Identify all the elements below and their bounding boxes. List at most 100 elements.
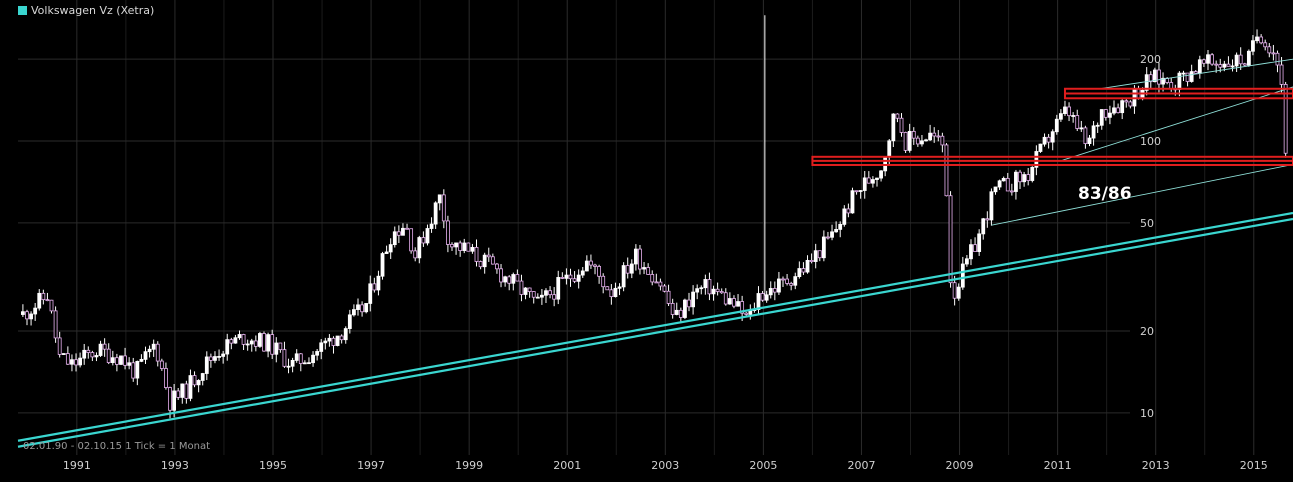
candle-body — [253, 340, 258, 347]
candle-body — [151, 343, 156, 350]
candle-body — [380, 253, 385, 277]
candle-body — [907, 130, 912, 151]
candle-body — [772, 288, 777, 293]
support-line-upper — [17, 211, 1293, 442]
candle-body — [86, 349, 91, 353]
candle-body — [805, 259, 810, 273]
candle-body — [184, 383, 189, 399]
candle-body — [1230, 65, 1235, 68]
candle-body — [462, 242, 467, 251]
candle-body — [781, 278, 785, 281]
candle-body — [482, 254, 487, 268]
candle-body — [1022, 174, 1027, 183]
candle-body — [61, 353, 66, 355]
candle-body — [666, 290, 671, 304]
candle-body — [1083, 127, 1088, 144]
candle-body — [1063, 106, 1067, 115]
candle-body — [364, 303, 369, 313]
candle-body — [1054, 118, 1059, 133]
candle-body — [593, 264, 597, 267]
legend: Volkswagen Vz (Xetra) — [18, 4, 154, 17]
candle-body — [421, 237, 426, 244]
candle-body — [821, 236, 826, 259]
candle-body — [274, 342, 279, 355]
candle-body — [589, 260, 593, 266]
plot-background — [18, 0, 1293, 455]
candle-body — [1124, 100, 1129, 103]
candle-body — [866, 177, 871, 184]
candle-body — [744, 312, 749, 315]
candle-body — [143, 351, 148, 360]
candles — [21, 15, 1288, 419]
candle-body — [1095, 124, 1100, 127]
candle-body — [1071, 115, 1076, 117]
candle-body — [123, 355, 127, 366]
candle-body — [270, 334, 275, 355]
candle-body — [539, 294, 544, 298]
candle-body — [756, 293, 761, 310]
candle-body — [208, 356, 213, 361]
candle-body — [1234, 54, 1239, 67]
candle-body — [45, 299, 50, 302]
legend-swatch-icon — [18, 6, 27, 15]
candle-body — [429, 223, 434, 229]
candle-body — [1120, 100, 1125, 114]
candle-body — [830, 231, 834, 238]
candle-body — [1246, 50, 1251, 66]
x-tick-label: 2015 — [1240, 459, 1268, 472]
candle-body — [335, 335, 340, 346]
candle-body — [127, 362, 132, 366]
candle-body — [515, 274, 520, 282]
candle-body — [633, 248, 638, 265]
candle-body — [470, 247, 475, 252]
candle-body — [213, 356, 217, 361]
candle-body — [278, 342, 283, 351]
candle-body — [887, 140, 892, 158]
candle-body — [1034, 151, 1039, 168]
candle-body — [915, 137, 920, 145]
candle-body — [646, 267, 651, 275]
candle-body — [1214, 63, 1219, 66]
candle-body — [139, 358, 144, 362]
candle-body — [879, 170, 883, 179]
candle-body — [650, 274, 655, 283]
candle-body — [1128, 101, 1133, 107]
x-tick-label: 1997 — [357, 459, 385, 472]
candle-body — [719, 291, 724, 294]
candle-body — [229, 339, 234, 344]
candle-body — [1193, 71, 1198, 74]
candle-body — [1259, 36, 1264, 44]
legend-label: Volkswagen Vz (Xetra) — [31, 4, 155, 17]
candle-body — [217, 356, 221, 358]
candle-body — [613, 287, 618, 298]
candle-body — [944, 144, 949, 197]
candle-body — [1026, 174, 1031, 181]
candle-body — [1116, 107, 1120, 114]
candle-body — [691, 291, 695, 308]
candle-body — [1005, 177, 1010, 192]
y-tick-label: 10 — [1140, 407, 1154, 420]
candle-body — [266, 334, 270, 352]
candle-body — [838, 223, 843, 230]
y-axis-ticks: 10 20 50 100 200 — [1140, 53, 1161, 420]
candle-body — [298, 353, 303, 364]
candle-body — [948, 195, 953, 284]
candle-body — [237, 334, 242, 339]
candle-body — [172, 390, 177, 411]
candle-body — [78, 357, 83, 366]
candle-body — [1157, 69, 1161, 85]
candle-body — [70, 359, 74, 365]
x-tick-label: 2007 — [847, 459, 875, 472]
x-tick-label: 2003 — [651, 459, 679, 472]
y-tick-label: 20 — [1140, 325, 1154, 338]
x-tick-label: 2005 — [749, 459, 777, 472]
candle-body — [678, 309, 683, 318]
candle-body — [997, 180, 1002, 188]
candle-body — [523, 287, 528, 295]
candle-body — [168, 387, 172, 411]
candle-body — [911, 130, 916, 139]
candle-body — [674, 309, 679, 315]
candle-body — [813, 250, 818, 262]
channel-line — [1101, 58, 1293, 89]
